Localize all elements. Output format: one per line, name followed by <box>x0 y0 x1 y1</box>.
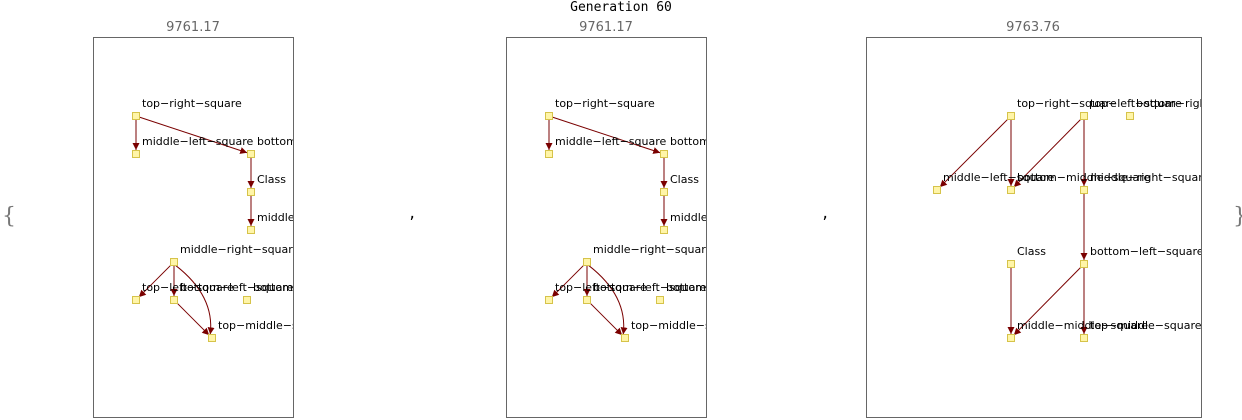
node-tms <box>208 334 216 342</box>
node-label-mms: middle−middle−square <box>257 211 294 224</box>
edge-tls-to-bms <box>1013 118 1082 188</box>
edge-bls-to-tms <box>176 302 210 336</box>
node-bms <box>247 150 255 158</box>
node-trs <box>1007 112 1015 120</box>
graph-panel-1: top−right−squaremiddle−left−squarebottom… <box>93 37 294 418</box>
node-label-bls: bottom−left−square <box>1090 245 1202 258</box>
node-mls <box>545 150 553 158</box>
node-label-mls: middle−left−square <box>555 135 667 148</box>
node-label-bls: bottom−left−square <box>593 281 707 294</box>
edge-bls-to-mms <box>1013 266 1082 336</box>
node-label-mrs: middle−right−square <box>593 243 707 256</box>
node-brs <box>656 296 664 304</box>
edge-mrs-to-tls <box>138 264 172 298</box>
node-label-trs: top−right−square <box>142 97 242 110</box>
node-bls <box>583 296 591 304</box>
separator-comma-2: , <box>821 206 830 222</box>
node-label-bms: bottom−middle−square <box>1017 171 1150 184</box>
node-tms <box>1080 334 1088 342</box>
node-label-cls: Class <box>257 173 286 186</box>
node-bls <box>170 296 178 304</box>
panel-2-score: 9761.17 <box>579 20 633 35</box>
node-tms <box>621 334 629 342</box>
close-brace: } <box>1233 204 1242 229</box>
node-trs <box>545 112 553 120</box>
generation-title: Generation 60 <box>570 0 672 15</box>
node-label-mls: middle−left−square <box>943 171 1055 184</box>
node-tls <box>545 296 553 304</box>
node-label-tms: top−middle−square <box>218 319 294 332</box>
graph-3-canvas: top−right−squaretop−left−squarebottom−ri… <box>933 97 1202 342</box>
node-label-bms: bottom−middle−square <box>257 135 294 148</box>
node-label-tms: top−middle−square <box>1090 319 1202 332</box>
node-cls <box>660 188 668 196</box>
node-label-tms: top−middle−square <box>631 319 707 332</box>
node-label-brs: bottom−right−square <box>666 281 707 294</box>
node-trs <box>132 112 140 120</box>
panel-1-score: 9761.17 <box>166 20 220 35</box>
node-mms <box>247 226 255 234</box>
node-label-tls: top−left−square <box>555 281 647 294</box>
node-mrs <box>170 258 178 266</box>
panel-3-score: 9763.76 <box>1006 20 1060 35</box>
node-label-cls: Class <box>670 173 699 186</box>
node-tls <box>132 296 140 304</box>
separator-comma-1: , <box>408 206 417 222</box>
node-label-trs: top−right−square <box>555 97 655 110</box>
edge-trs-to-bms <box>139 116 248 154</box>
node-brs <box>243 296 251 304</box>
node-label-tls: top−left−square <box>1090 97 1182 110</box>
node-brs <box>1126 112 1134 120</box>
node-label-mls: middle−left−square <box>142 135 254 148</box>
graph-1-canvas: top−right−squaremiddle−left−squarebottom… <box>132 97 294 342</box>
node-mms <box>1007 334 1015 342</box>
node-label-bms: bottom−middle−square <box>670 135 707 148</box>
edge-mrs-to-tms <box>588 265 628 335</box>
node-label-mms: middle−middle−square <box>670 211 707 224</box>
node-cls <box>247 188 255 196</box>
open-brace: { <box>2 204 16 229</box>
node-label-mms: middle−middle−square <box>1017 319 1148 332</box>
node-mls <box>132 150 140 158</box>
node-label-mrs: middle−right−square <box>1090 171 1202 184</box>
node-mls <box>933 186 941 194</box>
node-tls <box>1080 112 1088 120</box>
node-bls <box>1080 260 1088 268</box>
node-mrs <box>1080 186 1088 194</box>
node-mms <box>660 226 668 234</box>
node-label-mrs: middle−right−square <box>180 243 294 256</box>
graph-panel-2: top−right−squaremiddle−left−squarebottom… <box>506 37 707 418</box>
node-label-bls: bottom−left−square <box>180 281 294 294</box>
node-label-tls: top−left−square <box>142 281 234 294</box>
edge-trs-to-bms <box>552 116 661 154</box>
edge-bls-to-tms <box>589 302 623 336</box>
edge-mrs-to-tls <box>551 264 585 298</box>
node-label-cls: Class <box>1017 245 1046 258</box>
node-cls <box>1007 260 1015 268</box>
node-label-brs: bottom−right−square <box>253 281 294 294</box>
edge-trs-to-mls <box>939 118 1009 188</box>
node-mrs <box>583 258 591 266</box>
graph-panel-3: top−right−square top−left−square bottom−ri… <box>866 37 1202 418</box>
node-bms <box>660 150 668 158</box>
graph-2-canvas: top−right−squaremiddle−left−squarebottom… <box>545 97 707 342</box>
node-label-brs: bottom−right−square <box>1136 97 1202 110</box>
node-label-trs: top−right−square <box>1017 97 1117 110</box>
edge-mrs-to-tms <box>175 265 215 335</box>
node-bms <box>1007 186 1015 194</box>
